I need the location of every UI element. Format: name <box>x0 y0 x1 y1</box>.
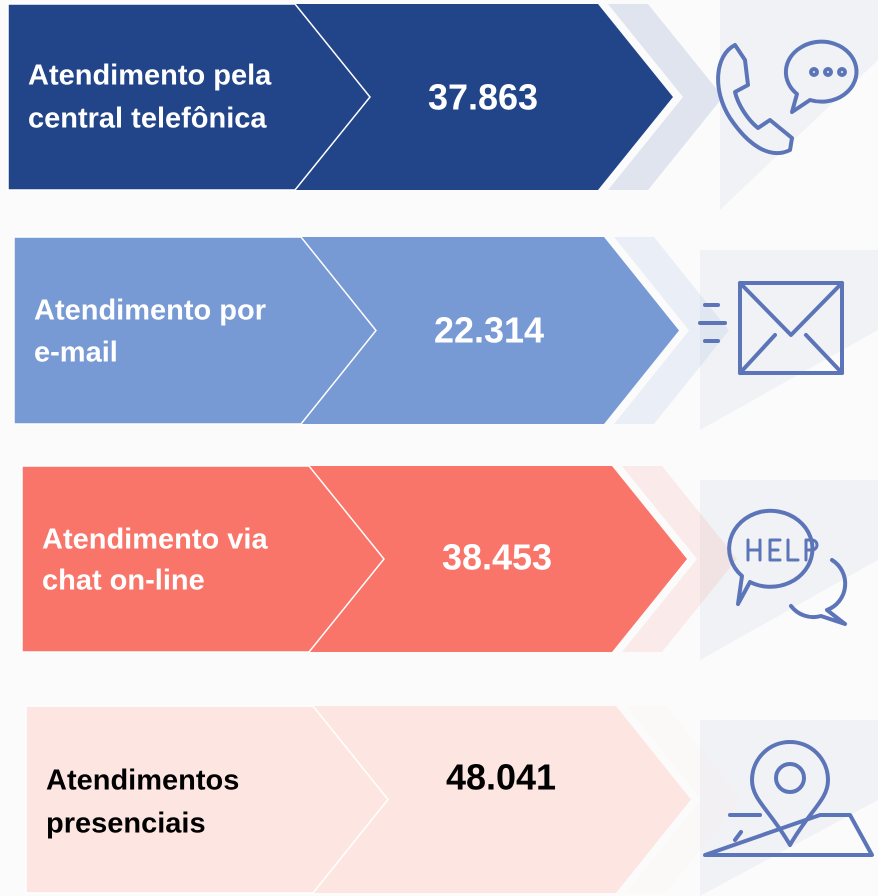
help-icon <box>727 508 848 626</box>
arrow-shadow <box>614 237 729 424</box>
row-label: Atendimento pela <box>28 60 272 92</box>
label-block <box>7 3 371 191</box>
row-label: Atendimento via <box>42 524 268 556</box>
value-block <box>309 466 687 652</box>
arrow-shadow <box>622 466 737 652</box>
row-value: 48.041 <box>446 757 556 798</box>
row-label: central telefônica <box>28 103 267 135</box>
arrow-shadow <box>608 4 723 190</box>
row-value: 37.863 <box>428 77 538 118</box>
value-block <box>295 4 673 190</box>
row-label: Atendimento por <box>34 295 266 327</box>
mail-icon <box>698 281 844 375</box>
value-block <box>301 237 679 424</box>
row-value: 38.453 <box>442 537 552 578</box>
phone-icon <box>716 39 859 156</box>
label-block <box>25 705 389 894</box>
row-value: 22.314 <box>434 310 544 351</box>
row-label: presenciais <box>46 808 206 840</box>
location-icon <box>703 740 874 857</box>
row-label: chat on-line <box>42 565 205 597</box>
label-block <box>13 236 377 425</box>
label-block <box>21 465 385 653</box>
row-label: Atendimentos <box>46 765 239 797</box>
row-label: e-mail <box>34 337 118 369</box>
arrow-shadow <box>626 706 741 893</box>
value-block <box>313 706 691 893</box>
